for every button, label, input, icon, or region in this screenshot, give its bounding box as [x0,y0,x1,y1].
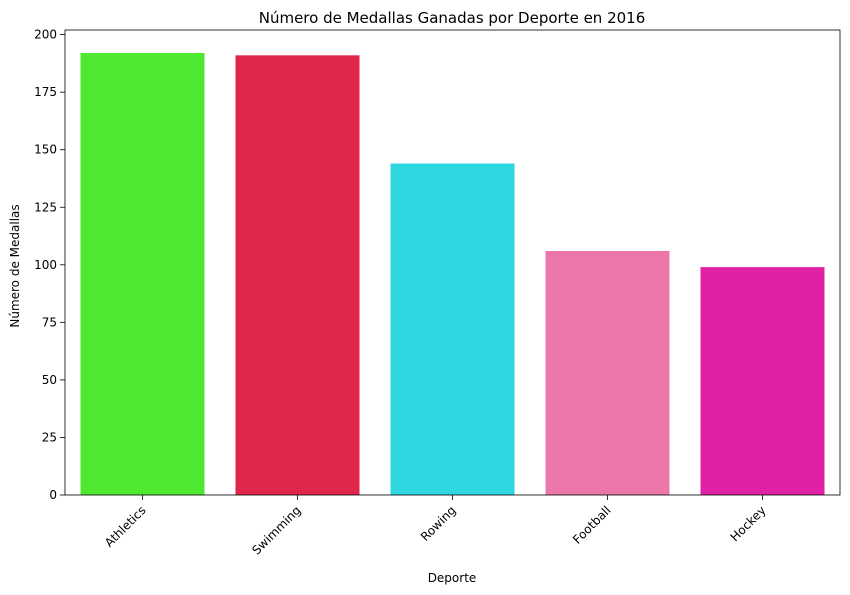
y-axis-title: Número de Medallas [8,204,22,327]
x-tick-label: Football [570,503,613,546]
bar-hockey [700,267,825,495]
y-tick-label: 0 [49,488,57,502]
y-tick-label: 75 [42,315,57,329]
x-tick-label: Athletics [102,503,149,550]
x-tick-label: Swimming [249,503,303,557]
x-tick-label: Rowing [418,503,459,544]
chart-title: Número de Medallas Ganadas por Deporte e… [259,9,646,27]
y-tick-label: 100 [34,258,57,272]
y-tick-label: 125 [34,200,57,214]
x-axis-title: Deporte [428,571,477,585]
bar-athletics [80,53,205,495]
plot-frame [64,29,841,496]
y-tick-label: 200 [34,28,57,42]
y-tick-label: 25 [42,430,57,444]
x-tick-label: Hockey [728,503,769,544]
y-tick-label: 50 [42,373,57,387]
plot-area: 0 25 50 75 100 125 150 175 200 Athletics Swimming R… [34,28,841,557]
bar-rowing [390,163,515,496]
bar-swimming [235,55,360,496]
y-tick-label: 175 [34,85,57,99]
y-tick-label: 150 [34,143,57,157]
bar-football [545,250,670,495]
